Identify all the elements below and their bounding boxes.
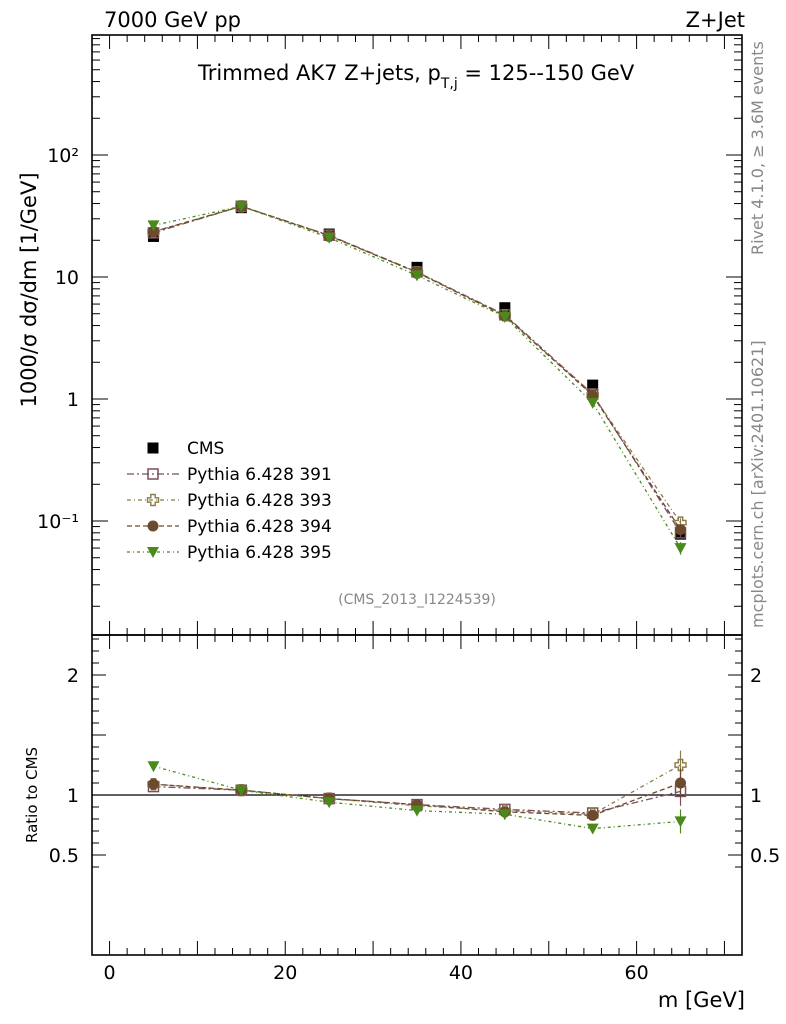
x-tick-label: 40 [449,962,473,984]
ratio-point-s395 [147,761,160,773]
ratio-point-s395-shape [498,809,511,821]
ratio-y-tick-label: 0.5 [49,845,79,867]
rivet-side-text: Rivet 4.1.0, ≥ 3.6M events [748,41,767,255]
ratio-y-tick-label-right: 2 [750,665,762,687]
ratio-point-s395 [674,816,687,828]
ratio-point-s395-shape [235,785,248,797]
ratio-point-s395-shape [674,816,687,828]
main-point-s395 [235,201,248,213]
main-point-s395-shape [147,220,160,232]
ratio-point-s394-shape [147,778,159,790]
ratio-point-s393-shape [674,758,687,772]
main-point-s395-shape [235,201,248,213]
main-point-s395-shape [674,543,687,555]
legend-marker-s394-shape [147,520,159,532]
legend-marker-s393 [146,493,160,507]
main-title-text: Trimmed AK7 Z+jets, p [197,61,441,85]
ratio-point-s395 [586,823,599,835]
analysis-id: (CMS_2013_I1224539) [338,592,496,608]
ratio-point-s395 [411,805,423,817]
xlabel: m [GeV] [658,988,745,1012]
ratio-y-tick-label-right: 1 [750,785,762,807]
main-point-s395-shape [411,270,423,282]
main-title: Trimmed AK7 Z+jets, pT,j = 125--150 GeV [197,61,635,92]
legend-item-cms: CMS [147,439,224,459]
legend-marker-s395-shape [147,547,159,558]
x-tick-label: 0 [104,962,116,984]
main-point-cms-shape [587,379,599,391]
header-left: 7000 GeV pp [104,8,241,32]
legend-item-s393: Pythia 6.428 393 [127,491,332,511]
ratio-line-s395 [153,765,681,830]
ratio-point-s395-shape [586,823,599,835]
legend-marker-s394 [147,520,159,532]
legend-item-s394: Pythia 6.428 394 [127,517,332,537]
x-tick-label: 20 [273,962,297,984]
legend-label-s395: Pythia 6.428 395 [187,543,332,563]
main-point-s394 [675,524,687,536]
main-point-cms-shape [499,302,511,314]
plot-layer: 0 20 40 60 10⁻¹ 1 10 10² 0.5 0.5 1 1 2 2 [37,34,780,984]
ratio-y-tick-label-right: 0.5 [750,845,780,867]
x-tick-label: 60 [625,962,649,984]
ratio-point-s395-shape [147,761,160,773]
header-right: Z+Jet [686,8,745,32]
legend-label-s391: Pythia 6.428 391 [187,465,332,485]
ratio-point-s395-shape [411,805,423,817]
ratio-point-s394 [675,777,687,789]
ratio-point-s395 [498,809,511,821]
legend-item-s391: Pythia 6.428 391 [127,465,332,485]
main-y-tick-label: 10² [47,145,79,167]
main-point-cms [499,302,511,314]
legend-label-cms: CMS [187,439,224,459]
legend-marker-s395 [147,547,159,558]
legend: CMS Pythia 6.428 391 Pythia 6.428 393 Pythi… [127,439,332,563]
main-point-s395-shape [498,312,511,324]
ratio-point-s393 [674,758,687,772]
legend-marker-s393-shape [146,493,160,507]
legend-label-s394: Pythia 6.428 394 [187,517,332,537]
legend-marker-s391 [147,468,159,480]
ratio-point-s394-shape [587,809,599,821]
ratio-ylabel: Ratio to CMS [23,747,41,843]
main-point-s395 [411,270,423,282]
main-point-s394-shape [147,226,159,238]
ratio-y-tick-label: 2 [67,665,79,687]
main-series-s395 [147,201,687,555]
main-ylabel: 1000/σ dσ/dm [1/GeV] [17,172,41,407]
main-point-s394-shape [675,524,687,536]
main-point-s395 [586,397,599,409]
main-y-tick-label: 10⁻¹ [37,511,79,533]
ratio-point-s394-shape [675,777,687,789]
legend-marker-cms-shape [147,442,159,454]
ratio-series-s395 [147,761,687,835]
main-point-s395-shape [586,397,599,409]
main-point-s395-shape [323,232,336,244]
main-y-tick-label: 1 [67,389,79,411]
main-title-rest: = 125--150 GeV [458,61,635,85]
ratio-point-s394 [587,809,599,821]
main-point-s394 [147,226,159,238]
main-point-s395 [323,232,336,244]
main-series-s391 [147,200,687,539]
legend-item-s395: Pythia 6.428 395 [127,543,332,563]
legend-label-s393: Pythia 6.428 393 [187,491,332,511]
ratio-point-s394 [147,778,159,790]
legend-marker-s391-shape [147,468,159,480]
ratio-point-s395-shape [323,797,336,809]
mcplots-side-text: mcplots.cern.ch [arXiv:2401.10621] [748,340,767,628]
main-point-s395 [147,220,160,232]
ratio-point-s395 [323,797,336,809]
main-point-cms [587,379,599,391]
main-series-cms [147,202,687,540]
main-point-s395 [674,543,687,555]
legend-marker-cms [147,442,159,454]
ratio-y-tick-label: 1 [67,785,79,807]
main-point-s395 [498,312,511,324]
main-title-sub: T,j [440,76,458,92]
ratio-point-s395 [235,785,248,797]
main-y-tick-label: 10 [55,267,79,289]
